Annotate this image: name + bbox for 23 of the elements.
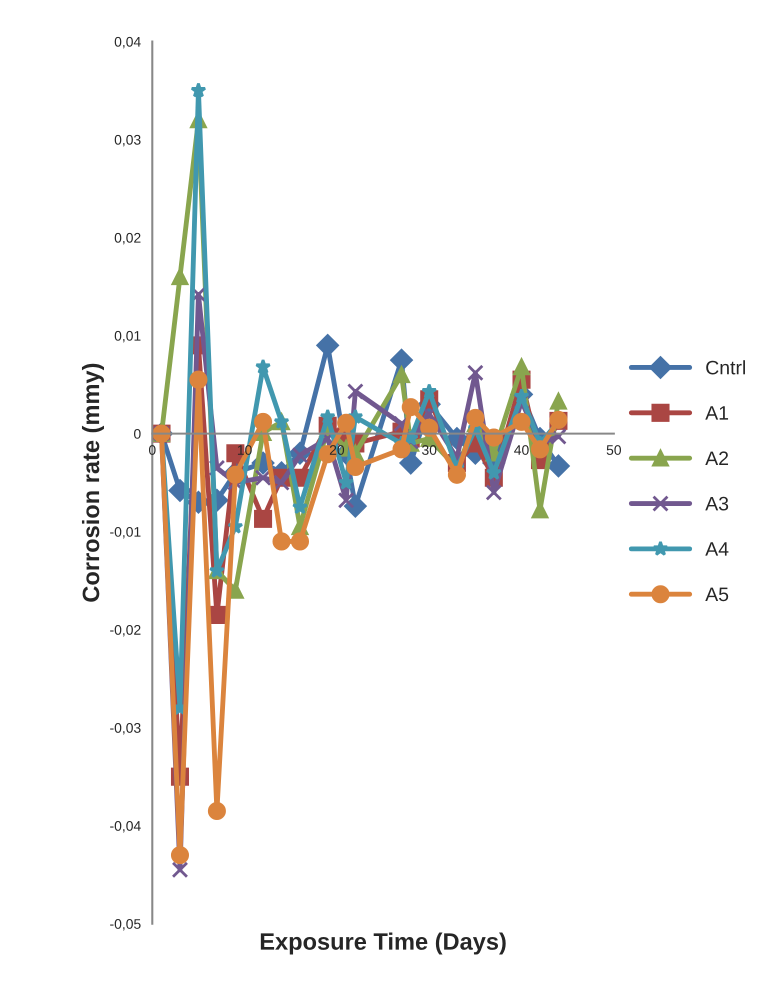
y-axis-title: Corrosion rate (mmy) <box>82 364 104 602</box>
y-tick-label: -0,05 <box>110 919 141 931</box>
legend-label: A4 <box>705 542 728 556</box>
y-tick-label: -0,02 <box>110 624 140 636</box>
y-tick-label: 0,01 <box>114 330 141 342</box>
x-axis-title: Exposure Time (Days) <box>260 932 506 955</box>
legend-label: A1 <box>705 406 728 420</box>
y-tick-label: 0,04 <box>114 36 141 48</box>
y-tick-label: 0,03 <box>114 134 141 146</box>
x-tick-label: 30 <box>422 445 436 455</box>
legend-label: A5 <box>705 588 728 602</box>
legend-label: Cntrl <box>706 360 745 374</box>
x-tick-label: 0 <box>148 445 156 455</box>
y-tick-label: 0 <box>134 428 141 439</box>
y-tick-label: -0,03 <box>110 723 141 734</box>
y-tick-label: 0,02 <box>114 232 140 244</box>
x-tick-label: 40 <box>514 445 529 455</box>
y-tick-label: -0,04 <box>110 821 141 833</box>
y-tick-label: -0,01 <box>110 526 141 538</box>
legend-label: A2 <box>705 451 728 465</box>
x-tick-label: 20 <box>330 445 344 455</box>
x-tick-label: 50 <box>606 445 622 455</box>
legend-label: A3 <box>705 496 728 511</box>
